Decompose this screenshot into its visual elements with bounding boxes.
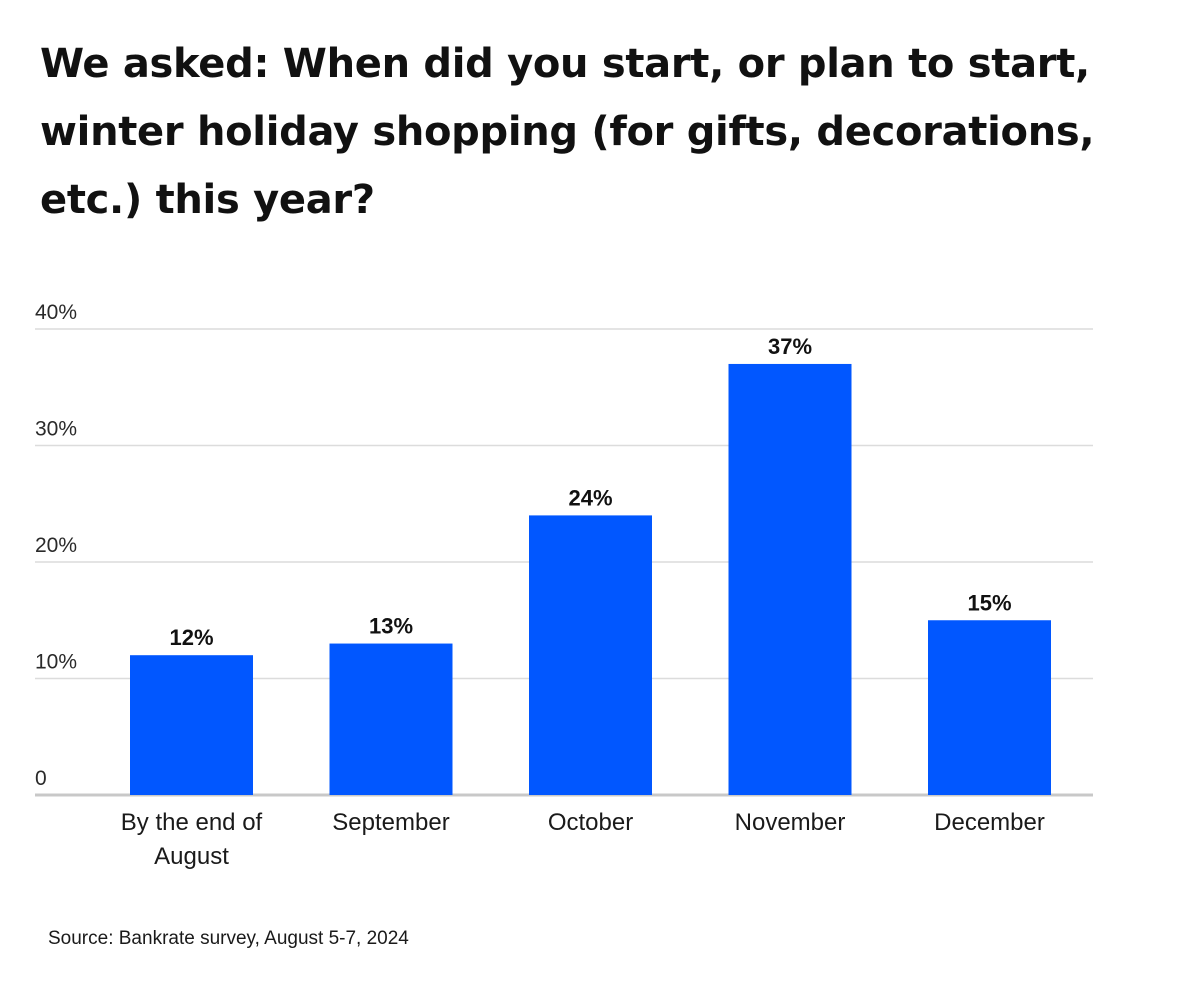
bar-value-label: 12% (169, 625, 213, 650)
bar-value-label: 15% (967, 590, 1011, 615)
x-tick-label: October (548, 809, 633, 836)
y-tick-label: 40% (35, 301, 77, 324)
value-labels: 12% 13% 24% 37% 15% (169, 334, 1011, 650)
bar-value-label: 37% (768, 334, 812, 359)
bar (728, 363, 852, 795)
y-tick-label: 20% (35, 534, 77, 557)
bar (329, 643, 453, 795)
x-tick-label-line: August (154, 843, 229, 870)
y-axis-ticks: 0 10% 20% 30% 40% (35, 301, 77, 790)
bar (529, 515, 652, 795)
bar (130, 655, 253, 795)
x-tick-label: By the end of August (121, 809, 263, 870)
y-tick-label: 0 (35, 767, 47, 790)
x-tick-label: November (735, 809, 846, 836)
x-tick-label-line: December (934, 809, 1045, 836)
chart-title: We asked: When did you start, or plan to… (40, 41, 1095, 223)
x-axis-ticks: By the end of August September October Novem… (121, 809, 1045, 870)
bar-value-label: 24% (568, 485, 612, 510)
source-note: Source: Bankrate survey, August 5-7, 202… (48, 928, 409, 949)
y-tick-label: 10% (35, 651, 77, 674)
x-tick-label: December (934, 809, 1045, 836)
x-tick-label-line: September (332, 809, 449, 836)
x-tick-label-line: By the end of (121, 809, 263, 836)
y-tick-label: 30% (35, 418, 77, 441)
bars (130, 363, 1051, 795)
x-tick-label-line: October (548, 809, 633, 836)
x-tick-label: September (332, 809, 449, 836)
bar-value-label: 13% (369, 614, 413, 639)
bar (928, 620, 1051, 795)
x-tick-label-line: November (735, 809, 846, 836)
